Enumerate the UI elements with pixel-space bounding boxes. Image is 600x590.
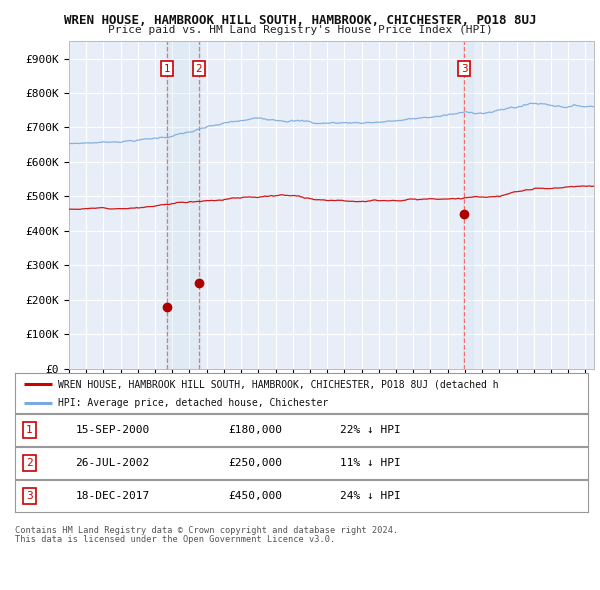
Bar [166,41,200,369]
Text: Contains HM Land Registry data © Crown copyright and database right 2024.: Contains HM Land Registry data © Crown c… [15,526,398,535]
Text: 1: 1 [26,425,33,435]
Text: 26-JUL-2002: 26-JUL-2002 [75,458,149,468]
Text: £180,000: £180,000 [229,425,283,435]
Bar [463,41,473,369]
Text: 15-SEP-2000: 15-SEP-2000 [75,425,149,435]
Text: £250,000: £250,000 [229,458,283,468]
Text: WREN HOUSE, HAMBROOK HILL SOUTH, HAMBROOK, CHICHESTER, PO18 8UJ: WREN HOUSE, HAMBROOK HILL SOUTH, HAMBROO… [64,14,536,27]
Text: £450,000: £450,000 [229,491,283,501]
Text: This data is licensed under the Open Government Licence v3.0.: This data is licensed under the Open Gov… [15,535,335,544]
Text: 1: 1 [164,64,170,74]
Text: 2: 2 [26,458,33,468]
Text: 3: 3 [461,64,467,74]
Text: 2: 2 [196,64,202,74]
Text: Price paid vs. HM Land Registry's House Price Index (HPI): Price paid vs. HM Land Registry's House … [107,25,493,35]
Text: 22% ↓ HPI: 22% ↓ HPI [340,425,401,435]
Text: 18-DEC-2017: 18-DEC-2017 [75,491,149,501]
Text: HPI: Average price, detached house, Chichester: HPI: Average price, detached house, Chic… [58,398,328,408]
Text: 3: 3 [26,491,33,501]
Text: 24% ↓ HPI: 24% ↓ HPI [340,491,401,501]
Text: 11% ↓ HPI: 11% ↓ HPI [340,458,401,468]
Text: WREN HOUSE, HAMBROOK HILL SOUTH, HAMBROOK, CHICHESTER, PO18 8UJ (detached h: WREN HOUSE, HAMBROOK HILL SOUTH, HAMBROO… [58,379,499,389]
